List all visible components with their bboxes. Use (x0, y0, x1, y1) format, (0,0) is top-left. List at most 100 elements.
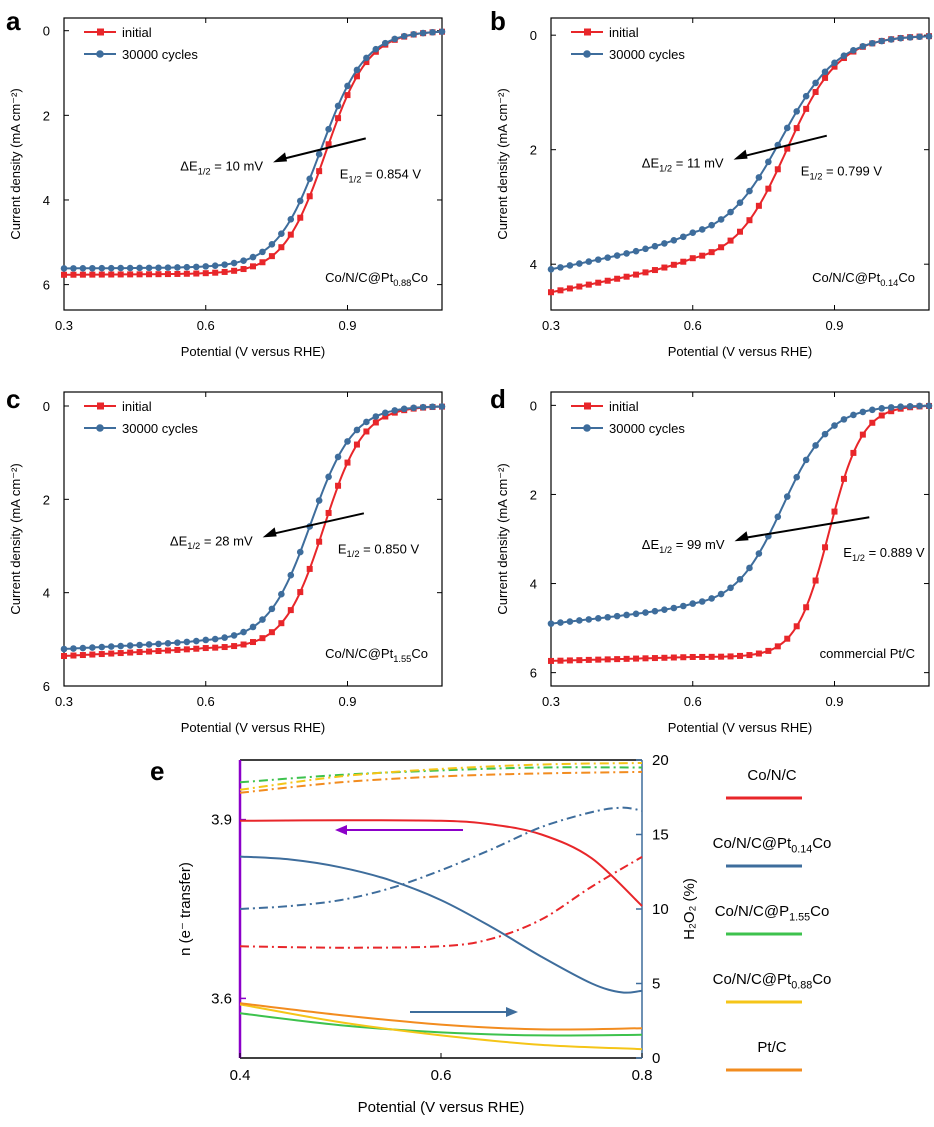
plot-frame (550, 17, 930, 311)
data-point (642, 269, 649, 276)
data-point (268, 629, 275, 636)
data-point (155, 271, 162, 278)
y-tick-label: 4 (43, 193, 50, 208)
data-point (278, 244, 285, 251)
data-point (840, 52, 848, 60)
legend-label: 30000 cycles (609, 47, 685, 62)
data-point (334, 453, 342, 461)
data-point (547, 620, 555, 627)
legend-label: 30000 cycles (122, 47, 198, 62)
data-point (699, 653, 706, 660)
data-point (859, 408, 867, 416)
data-point (708, 249, 715, 256)
data-point (391, 35, 399, 43)
y-tick-label: 0 (43, 24, 50, 39)
data-point (145, 641, 153, 648)
data-point (250, 263, 256, 270)
panel-e: e 0.4 0.6 0.8 3.6 3.9 0 5 10 15 20 Potential (V ver… (150, 752, 831, 1116)
data-point (155, 264, 162, 272)
data-point (221, 644, 228, 651)
data-point (576, 657, 583, 664)
data-point (633, 271, 640, 278)
sample-label-tail: Co (898, 270, 915, 285)
panel-letter: a (6, 6, 21, 36)
data-point (812, 79, 819, 87)
data-point (259, 635, 266, 642)
data-point (79, 271, 86, 278)
y-left-tick-label: 3.9 (211, 812, 232, 829)
data-point (136, 641, 143, 649)
data-point (155, 648, 162, 655)
data-point (821, 430, 829, 438)
data-point (363, 428, 370, 435)
delta-e-annotation-main: ΔE (642, 537, 660, 552)
data-point (566, 262, 574, 269)
data-point (60, 265, 68, 272)
legend-label: Pt/C (757, 1039, 786, 1056)
data-point (183, 270, 190, 277)
e-half-annotation-tail: = 0.889 V (865, 545, 925, 560)
data-point (831, 59, 838, 67)
data-point (372, 419, 379, 426)
series-line-2 (239, 855, 643, 994)
data-point (557, 657, 564, 664)
data-point (585, 616, 593, 623)
delta-e-annotation-main: ΔE (642, 156, 660, 171)
data-point (746, 217, 753, 224)
data-point (755, 174, 763, 181)
data-point (604, 656, 611, 663)
x-tick-label: 0.6 (197, 694, 215, 709)
data-point (661, 654, 668, 661)
panel-c: c 0.3 0.6 0.9 0 2 4 6 Potential (V versus RHE) Cu… (6, 384, 446, 735)
data-point (353, 66, 361, 74)
y-tick-label: 2 (43, 492, 50, 507)
data-point (306, 175, 314, 183)
data-point (793, 108, 800, 115)
data-point (108, 271, 115, 278)
panel-b: b 0.3 0.6 0.9 0 2 4 Potential (V versus RHE) Cur… (490, 6, 933, 359)
series-line-5 (239, 766, 643, 784)
data-point (717, 590, 725, 598)
y-axis-label: Current density (mA cm⁻²) (8, 88, 23, 239)
legend-label-tail: Co (810, 903, 829, 920)
data-point (887, 404, 895, 411)
series-line-1 (63, 405, 442, 650)
data-point (897, 403, 904, 411)
data-point (325, 473, 332, 481)
data-point (802, 456, 810, 464)
data-point (221, 634, 228, 641)
e-half-annotation: E1/2 = 0.854 V (340, 166, 422, 184)
sample-label-main: Co/N/C@Pt (812, 270, 880, 285)
data-point (576, 283, 583, 290)
data-point (869, 419, 876, 426)
data-point (727, 237, 734, 244)
x-tick-label: 0.3 (55, 694, 73, 709)
data-point (136, 271, 143, 278)
data-point (878, 405, 886, 412)
data-point (335, 482, 342, 489)
data-point (557, 264, 564, 271)
data-point (127, 271, 134, 278)
data-point (183, 646, 190, 653)
data-point (98, 651, 105, 658)
y-axis-label: Current density (mA cm⁻²) (495, 88, 510, 239)
data-point (925, 402, 933, 410)
data-point (916, 402, 923, 410)
data-point (240, 628, 247, 636)
data-point (642, 609, 649, 616)
data-point (765, 647, 772, 654)
data-point (869, 39, 876, 47)
y-axis-label: Current density (mA cm⁻²) (8, 463, 23, 614)
y-tick-label: 4 (43, 586, 50, 601)
data-point (353, 73, 360, 80)
plot-frame (63, 17, 443, 311)
sample-label-tail: Co (411, 270, 428, 285)
data-point (859, 431, 866, 438)
data-point (98, 271, 105, 278)
data-point (737, 652, 743, 659)
data-point (438, 28, 446, 36)
legend-label-main: Co/N/C@Pt (713, 971, 792, 988)
data-point (727, 584, 734, 592)
